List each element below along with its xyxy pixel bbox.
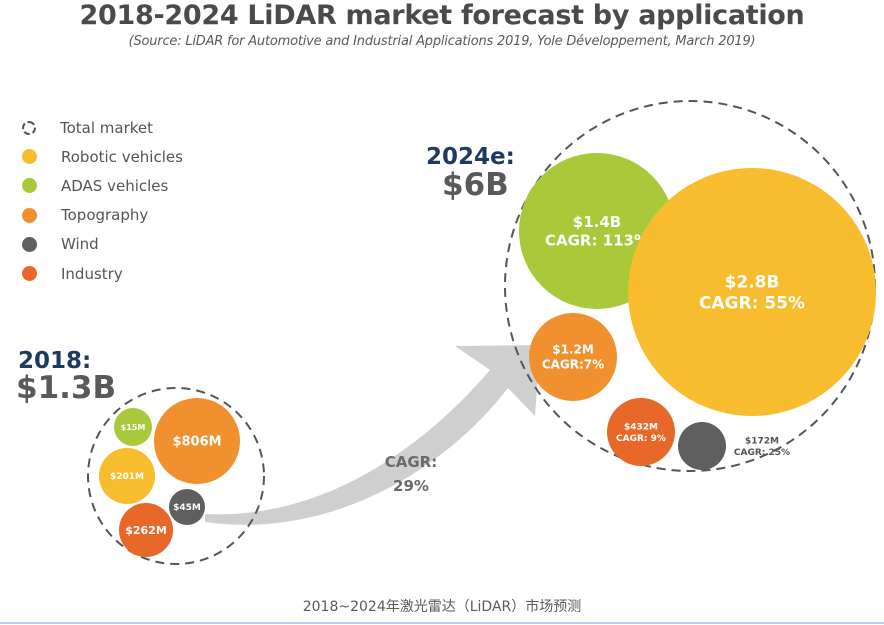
bubble-cagr-label: CAGR: 113%	[545, 232, 649, 250]
bubble-value-label: $806M	[172, 435, 221, 450]
bubble-cagr-label: CAGR:7%	[542, 358, 604, 372]
bubble-value-label: $45M	[173, 503, 201, 513]
dot-icon	[22, 207, 37, 223]
bubble-cagr-label: CAGR: 9%	[616, 434, 666, 444]
bubble-robotic-vehicles-2018	[99, 448, 155, 504]
legend-item-total-market: Total market	[22, 113, 183, 142]
bubble-value-label: $2.8B	[725, 272, 780, 292]
total-label-2018: $1.3B	[16, 370, 117, 406]
growth-cagr-label: CAGR:	[385, 453, 437, 471]
legend-item-wind: Wind	[22, 230, 183, 259]
bubble-robotic-vehicles-2024	[628, 168, 876, 416]
year-label-2024: 2024e:	[426, 144, 515, 170]
total-label-2024: $6B	[442, 167, 509, 203]
bubble-value-label: $262M	[125, 524, 167, 537]
bubble-topography-2024	[529, 313, 617, 401]
legend-item-industry: Industry	[22, 259, 183, 288]
legend-label: Industry	[61, 264, 123, 283]
bubble-value-label: $172M	[745, 437, 779, 447]
bubble-value-label: $1.2M	[552, 343, 594, 357]
bubble-adas-vehicles-2018	[114, 408, 152, 446]
legend-item-topography: Topography	[22, 201, 183, 230]
divider	[0, 622, 884, 624]
legend-label: Wind	[61, 235, 99, 254]
dashed-ring-icon	[22, 120, 36, 135]
bubble-industry-2024	[607, 398, 675, 466]
legend-label: ADAS vehicles	[61, 176, 169, 195]
legend-label: Topography	[61, 206, 149, 225]
legend-label: Robotic vehicles	[61, 147, 183, 166]
bubble-value-label: $15M	[121, 423, 146, 432]
bubble-topography-2018	[154, 398, 240, 484]
chart-title: 2018-2024 LiDAR market forecast by appli…	[79, 0, 805, 31]
image-caption: 2018~2024年激光雷达（LiDAR）市场预测	[302, 599, 582, 615]
bubble-value-label: $432M	[624, 423, 658, 433]
bubble-cagr-label: CAGR: 25%	[734, 448, 790, 458]
bubble-value-label: $1.4B	[573, 213, 621, 231]
growth-cagr-value: 29%	[393, 477, 429, 495]
chart-subtitle: (Source: LiDAR for Automotive and Indust…	[128, 34, 756, 49]
legend-label: Total market	[60, 118, 154, 137]
bubble-wind-2018	[169, 489, 205, 525]
bubble-wind-2024	[678, 422, 726, 470]
bubble-value-label: $201M	[110, 472, 144, 482]
legend-item-adas-vehicles: ADAS vehicles	[22, 171, 183, 200]
bubble-industry-2018	[119, 503, 173, 557]
dot-icon	[22, 178, 37, 194]
legend-item-robotic-vehicles: Robotic vehicles	[22, 142, 183, 171]
legend: Total market Robotic vehicles ADAS vehic…	[22, 113, 183, 288]
total-market-ring-2018	[87, 387, 265, 565]
year-label-2018: 2018:	[18, 348, 92, 374]
dot-icon	[22, 149, 37, 165]
dot-icon	[22, 266, 37, 282]
dot-icon	[22, 236, 37, 252]
bubble-chart: CAGR: 29% $15M$806M$201M$45M$262M$1.4BCA…	[87, 100, 876, 565]
bubble-cagr-label: CAGR: 55%	[699, 294, 805, 314]
growth-arrow	[205, 345, 540, 525]
